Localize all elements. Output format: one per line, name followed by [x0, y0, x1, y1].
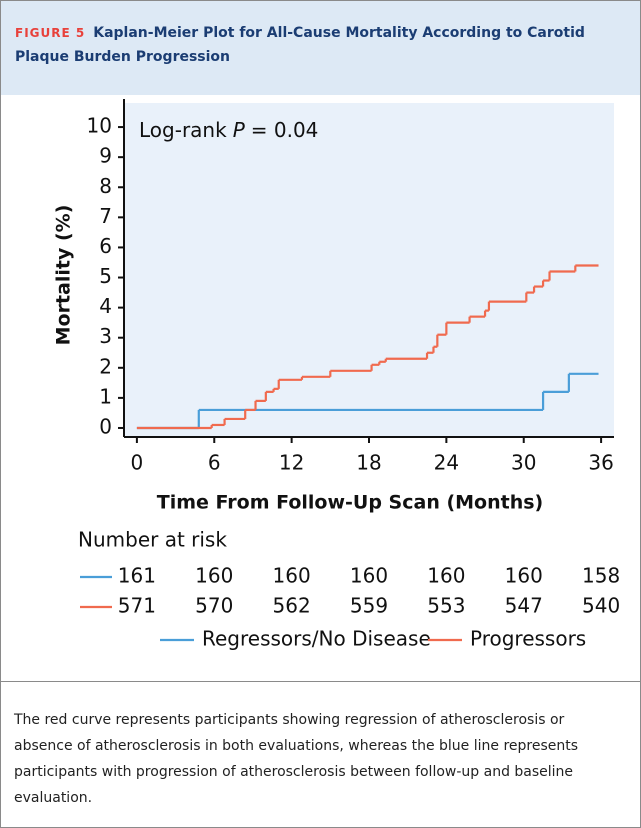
risk-count: 158 [582, 564, 620, 588]
x-tick-label: 6 [208, 451, 221, 475]
y-tick-label: 6 [99, 234, 112, 258]
y-tick-label: 4 [99, 294, 112, 318]
annotation-part: P [233, 118, 246, 142]
risk-count: 553 [427, 594, 465, 618]
risk-title: Number at risk [78, 528, 227, 552]
risk-count: 160 [505, 564, 543, 588]
risk-count: 161 [118, 564, 156, 588]
risk-count: 570 [195, 594, 233, 618]
header-text: FIGURE 5 Kaplan-Meier Plot for All-Cause … [15, 21, 625, 69]
x-axis-label: Time From Follow-Up Scan (Months) [157, 492, 543, 514]
y-tick-label: 0 [99, 414, 112, 438]
risk-count: 160 [350, 564, 388, 588]
divider [0, 681, 641, 682]
figure-header: FIGURE 5 Kaplan-Meier Plot for All-Cause … [1, 1, 640, 95]
x-tick-label: 36 [588, 451, 613, 475]
annotation-part: Log-rank [139, 118, 227, 142]
y-tick-label: 5 [99, 264, 112, 288]
annotation: Log-rank P = 0.04 [139, 118, 318, 142]
risk-count: 160 [273, 564, 311, 588]
plot-background [124, 103, 614, 437]
risk-count: 559 [350, 594, 388, 618]
figure-title: Kaplan-Meier Plot for All-Cause Mortalit… [15, 25, 585, 65]
y-tick-label: 8 [99, 174, 112, 198]
caption: The red curve represents participants sh… [14, 712, 579, 806]
x-tick-label: 18 [356, 451, 381, 475]
risk-count: 562 [273, 594, 311, 618]
x-tick-label: 0 [131, 451, 144, 475]
y-axis-label: Mortality (%) [53, 205, 75, 346]
risk-count: 571 [118, 594, 156, 618]
x-tick-label: 30 [511, 451, 536, 475]
y-tick-label: 2 [99, 354, 112, 378]
risk-count: 160 [427, 564, 465, 588]
risk-count: 540 [582, 594, 620, 618]
figure-label: FIGURE 5 [15, 26, 86, 40]
x-tick-label: 24 [434, 451, 459, 475]
y-tick-label: 1 [99, 384, 112, 408]
annotation-part: = 0.04 [251, 118, 319, 142]
risk-count: 160 [195, 564, 233, 588]
y-tick-label: 10 [87, 114, 112, 138]
risk-count: 547 [505, 594, 543, 618]
y-tick-label: 3 [99, 324, 112, 348]
y-tick-label: 9 [99, 144, 112, 168]
legend-label: Progressors [470, 627, 586, 651]
x-tick-label: 12 [279, 451, 304, 475]
legend-label: Regressors/No Disease [202, 627, 431, 651]
y-tick-label: 7 [99, 204, 112, 228]
